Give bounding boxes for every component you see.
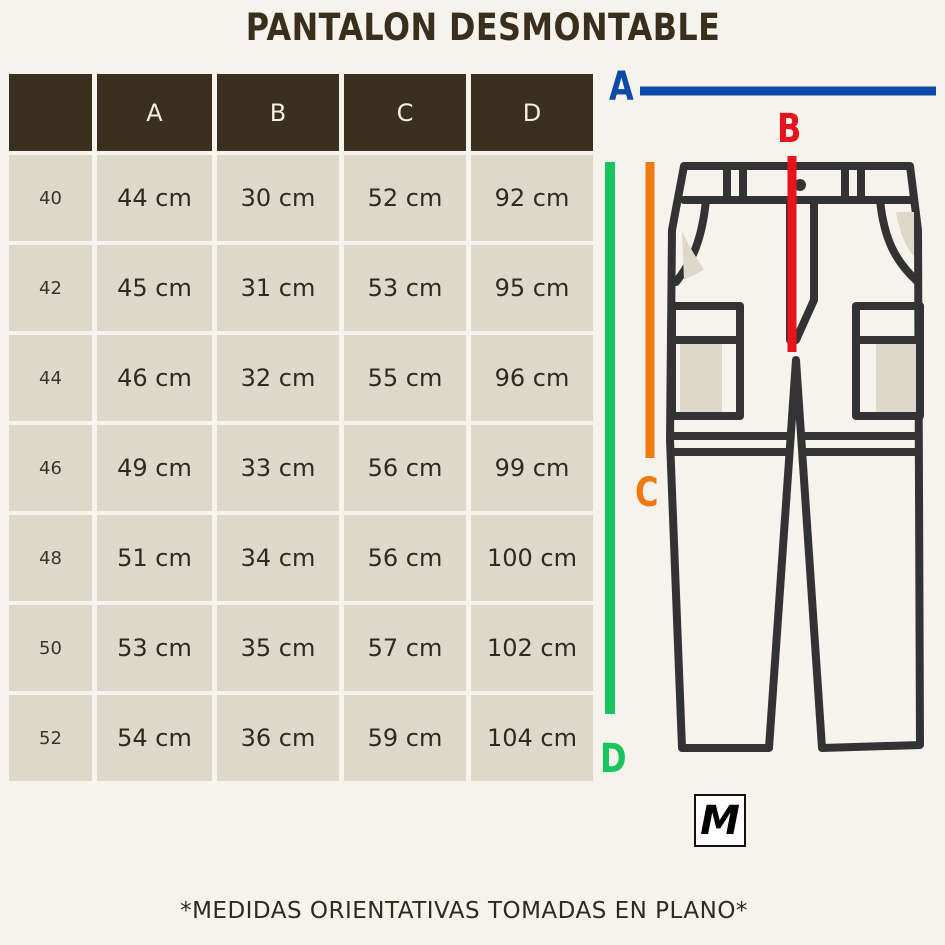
measure-cell-d: 96 cm (471, 335, 593, 421)
measure-cell-a: 46 cm (97, 335, 212, 421)
cargo-shade-left (680, 344, 722, 412)
measure-cell-d: 99 cm (471, 425, 593, 511)
header-cell-a: A (97, 74, 212, 151)
footer-note: *MEDIDAS ORIENTATIVAS TOMADAS EN PLANO* (180, 898, 748, 924)
measure-cell-b: 36 cm (217, 695, 339, 781)
size-cell: 52 (9, 695, 92, 781)
label-d: D (600, 736, 627, 782)
size-cell: 48 (9, 515, 92, 601)
measure-cell-c: 56 cm (344, 515, 466, 601)
pants-outline (666, 162, 924, 752)
measure-cell-c: 56 cm (344, 425, 466, 511)
measure-cell-c: 52 cm (344, 155, 466, 241)
table-row: 48 51 cm 34 cm 56 cm 100 cm (9, 515, 593, 601)
size-cell: 42 (9, 245, 92, 331)
measure-cell-b: 35 cm (217, 605, 339, 691)
pocket-shade-right (896, 212, 914, 256)
cargo-shade-right (876, 344, 916, 412)
measure-cell-b: 30 cm (217, 155, 339, 241)
pants-body (666, 162, 924, 752)
measure-cell-d: 92 cm (471, 155, 593, 241)
size-cell: 44 (9, 335, 92, 421)
table-row: 50 53 cm 35 cm 57 cm 102 cm (9, 605, 593, 691)
header-cell-c: C (344, 74, 466, 151)
pocket-shade-left (682, 230, 704, 280)
measure-cell-c: 55 cm (344, 335, 466, 421)
label-c: C (635, 470, 659, 516)
measure-cell-a: 53 cm (97, 605, 212, 691)
size-cell: 46 (9, 425, 92, 511)
page-title: PANTALON DESMONTABLE (245, 6, 721, 49)
label-b: B (777, 106, 802, 152)
measure-cell-c: 53 cm (344, 245, 466, 331)
measure-cell-a: 44 cm (97, 155, 212, 241)
measure-cell-b: 32 cm (217, 335, 339, 421)
table-row: 44 46 cm 32 cm 55 cm 96 cm (9, 335, 593, 421)
table-row: 40 44 cm 30 cm 52 cm 92 cm (9, 155, 593, 241)
header-cell-size (9, 74, 92, 151)
size-cell: 50 (9, 605, 92, 691)
table-header-row: A B C D (9, 74, 593, 151)
measure-cell-d: 95 cm (471, 245, 593, 331)
table-row: 46 49 cm 33 cm 56 cm 99 cm (9, 425, 593, 511)
measure-cell-d: 102 cm (471, 605, 593, 691)
measure-cell-b: 34 cm (217, 515, 339, 601)
size-cell: 40 (9, 155, 92, 241)
table-row: 52 54 cm 36 cm 59 cm 104 cm (9, 695, 593, 781)
measure-cell-d: 104 cm (471, 695, 593, 781)
measure-cell-c: 57 cm (344, 605, 466, 691)
measure-cell-a: 49 cm (97, 425, 212, 511)
measure-cell-d: 100 cm (471, 515, 593, 601)
label-a: A (609, 64, 634, 110)
size-table: A B C D 40 44 cm 30 cm 52 cm 92 cm 42 45… (4, 70, 598, 785)
measure-cell-a: 51 cm (97, 515, 212, 601)
brand-logo: M (694, 794, 746, 847)
table-row: 42 45 cm 31 cm 53 cm 95 cm (9, 245, 593, 331)
measure-cell-b: 31 cm (217, 245, 339, 331)
brand-logo-letter: M (700, 797, 740, 844)
measure-cell-b: 33 cm (217, 425, 339, 511)
measure-cell-c: 59 cm (344, 695, 466, 781)
header-cell-b: B (217, 74, 339, 151)
measure-cell-a: 54 cm (97, 695, 212, 781)
measure-cell-a: 45 cm (97, 245, 212, 331)
button-icon (794, 179, 806, 191)
header-cell-d: D (471, 74, 593, 151)
